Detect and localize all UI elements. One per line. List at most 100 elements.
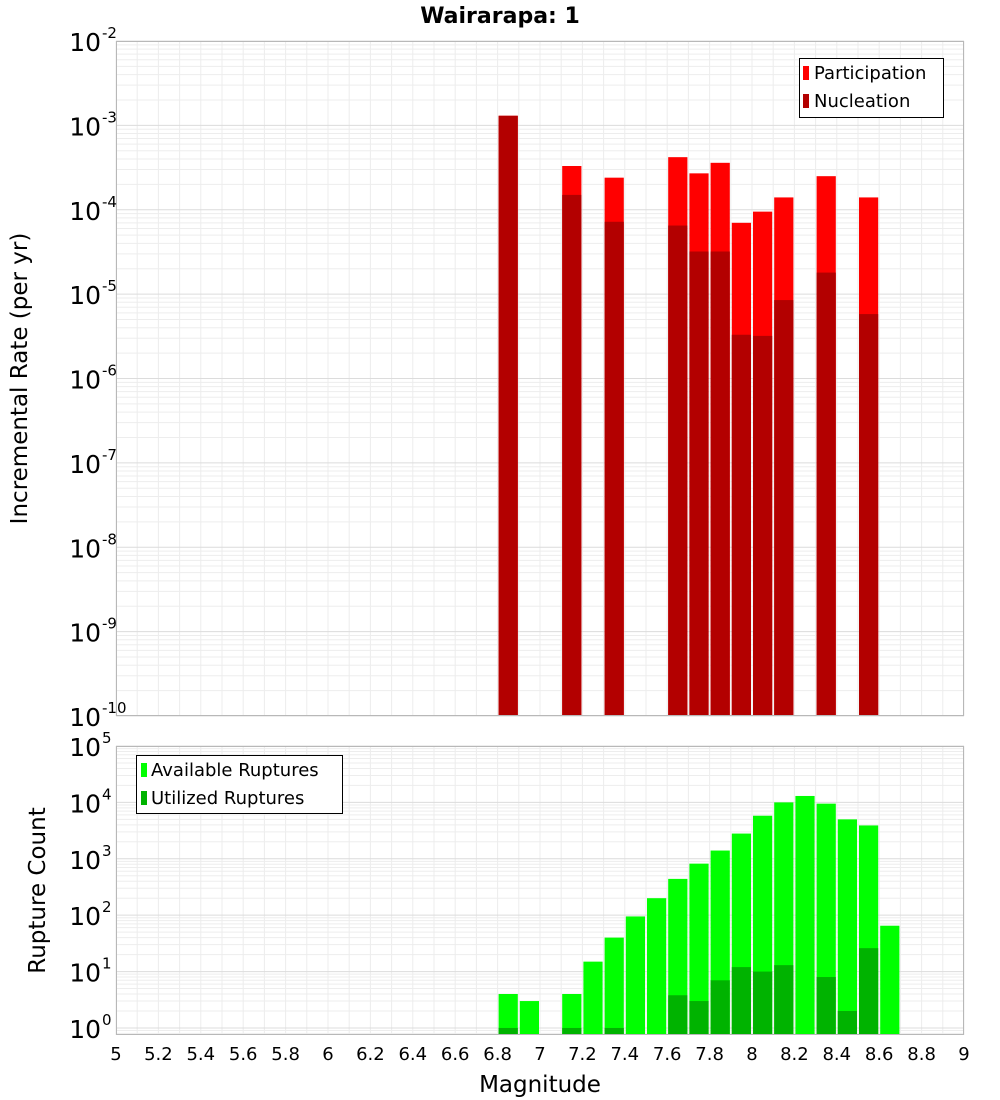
bar-utilized-ruptures bbox=[816, 977, 836, 1035]
top-plot-border bbox=[116, 41, 964, 716]
x-tick-label: 9 bbox=[958, 1044, 969, 1065]
y-tick-exponent: -5 bbox=[102, 277, 117, 295]
bar-utilized-ruptures bbox=[562, 1027, 582, 1035]
x-tick-label: 8.6 bbox=[865, 1044, 894, 1065]
y-tick-exponent: -10 bbox=[102, 699, 127, 717]
y-tick-exponent: -2 bbox=[102, 24, 117, 42]
y-tick-label: 10 bbox=[69, 846, 101, 875]
bar-available-ruptures bbox=[795, 795, 815, 1035]
legend-swatch-participation bbox=[803, 66, 809, 80]
x-tick-label: 8.4 bbox=[822, 1044, 851, 1065]
bar-utilized-ruptures bbox=[859, 948, 879, 1035]
x-tick-label: 6 bbox=[322, 1044, 333, 1065]
bar-utilized-ruptures bbox=[668, 995, 688, 1035]
y-tick-exponent: 1 bbox=[102, 955, 112, 973]
chart-title: Wairarapa: 1 bbox=[420, 4, 580, 29]
y-tick-label: 10 bbox=[69, 534, 101, 563]
y-tick-label: 10 bbox=[69, 733, 101, 762]
legend-label-nucleation: Nucleation bbox=[814, 91, 910, 112]
bar-nucleation bbox=[689, 251, 709, 716]
x-tick-label: 8.2 bbox=[780, 1044, 809, 1065]
y-tick-label: 10 bbox=[69, 450, 101, 479]
y-tick-exponent: 4 bbox=[102, 785, 112, 803]
y-tick-exponent: 3 bbox=[102, 842, 112, 860]
legend-label-participation: Participation bbox=[814, 63, 926, 84]
y-tick-exponent: -7 bbox=[102, 446, 117, 464]
bottom-legend-box bbox=[136, 755, 343, 814]
bar-nucleation bbox=[816, 272, 836, 716]
bar-utilized-ruptures bbox=[753, 971, 773, 1035]
top-y-axis-label: Incremental Rate (per yr) bbox=[7, 233, 33, 525]
y-tick-label: 10 bbox=[69, 197, 101, 226]
y-tick-exponent: -6 bbox=[102, 362, 117, 380]
x-tick-label: 5.6 bbox=[229, 1044, 258, 1065]
y-tick-exponent: 5 bbox=[102, 729, 112, 747]
bar-utilized-ruptures bbox=[498, 1027, 518, 1035]
bar-available-ruptures bbox=[880, 925, 900, 1035]
y-tick-label: 10 bbox=[69, 703, 101, 732]
bottom-legend: Available Ruptures Utilized Ruptures bbox=[136, 755, 343, 814]
y-tick-label: 10 bbox=[69, 28, 101, 57]
y-tick-exponent: 2 bbox=[102, 898, 112, 916]
bar-utilized-ruptures bbox=[731, 967, 751, 1035]
bar-available-ruptures bbox=[647, 898, 667, 1035]
y-tick-exponent: -4 bbox=[102, 193, 117, 211]
bar-available-ruptures bbox=[583, 961, 603, 1035]
y-tick-label: 10 bbox=[69, 902, 101, 931]
bar-available-ruptures bbox=[689, 863, 709, 1035]
x-axis-label: Magnitude bbox=[479, 1072, 601, 1098]
bar-nucleation bbox=[753, 335, 773, 716]
top-bars bbox=[498, 115, 879, 717]
x-tick-label: 6.2 bbox=[356, 1044, 385, 1065]
x-tick-label: 6.6 bbox=[441, 1044, 470, 1065]
bottom-y-axis-label: Rupture Count bbox=[25, 807, 51, 973]
y-tick-exponent: -9 bbox=[102, 615, 117, 633]
y-tick-exponent: -8 bbox=[102, 530, 117, 548]
x-tick-label: 5 bbox=[110, 1044, 121, 1065]
legend-label-utilized-ruptures: Utilized Ruptures bbox=[151, 788, 304, 809]
bar-nucleation bbox=[498, 115, 518, 716]
x-tick-label: 6.8 bbox=[483, 1044, 512, 1065]
x-tick-label: 7.4 bbox=[610, 1044, 639, 1065]
bar-utilized-ruptures bbox=[837, 1010, 857, 1035]
bar-available-ruptures bbox=[625, 916, 645, 1035]
bar-available-ruptures bbox=[562, 994, 582, 1035]
x-tick-label: 7.2 bbox=[568, 1044, 597, 1065]
legend-label-available-ruptures: Available Ruptures bbox=[151, 760, 319, 781]
y-tick-label: 10 bbox=[69, 959, 101, 988]
y-tick-exponent: -3 bbox=[102, 108, 117, 126]
y-tick-label: 10 bbox=[69, 789, 101, 818]
y-tick-label: 10 bbox=[69, 1015, 101, 1044]
x-tick-label: 7.8 bbox=[695, 1044, 724, 1065]
y-tick-label: 10 bbox=[69, 619, 101, 648]
x-tick-label: 7.6 bbox=[653, 1044, 682, 1065]
y-tick-label: 10 bbox=[69, 366, 101, 395]
bar-utilized-ruptures bbox=[710, 980, 730, 1035]
x-tick-label: 8 bbox=[746, 1044, 757, 1065]
x-tick-label: 8.8 bbox=[907, 1044, 936, 1065]
legend-swatch-available-ruptures bbox=[141, 763, 147, 777]
bar-utilized-ruptures bbox=[689, 1001, 709, 1035]
top-gridlines bbox=[115, 40, 965, 717]
y-tick-exponent: 0 bbox=[102, 1011, 112, 1029]
x-tick-label: 5.2 bbox=[144, 1044, 173, 1065]
x-tick-label: 5.4 bbox=[186, 1044, 215, 1065]
bar-nucleation bbox=[562, 194, 582, 716]
bar-utilized-ruptures bbox=[604, 1027, 624, 1035]
bar-utilized-ruptures bbox=[774, 965, 794, 1035]
x-tick-label: 6.4 bbox=[398, 1044, 427, 1065]
bar-nucleation bbox=[859, 314, 879, 716]
bar-available-ruptures bbox=[519, 1001, 539, 1035]
bar-available-ruptures bbox=[604, 937, 624, 1035]
bar-nucleation bbox=[668, 225, 688, 716]
bar-available-ruptures bbox=[837, 819, 857, 1035]
x-tick-label: 7 bbox=[534, 1044, 545, 1065]
legend-swatch-utilized-ruptures bbox=[141, 791, 147, 805]
bar-nucleation bbox=[731, 334, 751, 716]
x-tick-label: 5.8 bbox=[271, 1044, 300, 1065]
top-legend-box bbox=[799, 58, 944, 118]
bottom-plot-border bbox=[116, 746, 964, 1035]
